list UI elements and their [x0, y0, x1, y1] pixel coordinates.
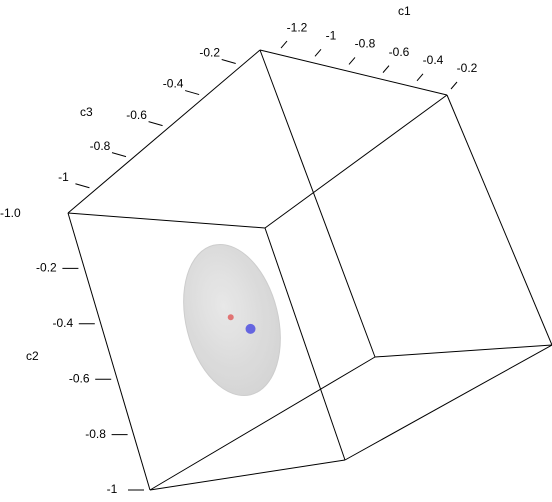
- tick-mark: [348, 57, 356, 65]
- tick-label: -0.2: [457, 61, 478, 75]
- tick-label: -1: [58, 170, 69, 184]
- tick-label: -0.8: [90, 139, 111, 153]
- box-edge: [149, 356, 376, 491]
- tick-label: -0.6: [69, 371, 90, 385]
- tick-label: -0.6: [389, 45, 410, 59]
- tick-mark: [314, 48, 322, 57]
- z-axis-title: c3: [80, 105, 93, 119]
- tick-mark: [75, 183, 90, 189]
- box-edge: [67, 212, 151, 491]
- tick-mark: [280, 40, 288, 49]
- point: [227, 314, 234, 321]
- tick-label: -0.8: [85, 427, 106, 441]
- tick-label: -0.2: [199, 46, 220, 60]
- tick-mark: [185, 90, 200, 96]
- tick-label: -0.4: [163, 77, 184, 91]
- tick-mark: [148, 121, 163, 127]
- box-edge: [446, 94, 552, 346]
- box-edge: [264, 94, 448, 229]
- tick-mark: [416, 73, 424, 82]
- tick-mark: [221, 59, 236, 65]
- box-edge: [259, 49, 448, 96]
- tick-mark: [111, 152, 127, 158]
- box-edge: [67, 49, 261, 214]
- tick-label: -0.6: [126, 108, 147, 122]
- point: [245, 323, 256, 334]
- tick-label: -1: [107, 482, 118, 496]
- box: [67, 49, 552, 491]
- tick-label: -1.2: [287, 20, 308, 34]
- box-edge: [67, 212, 266, 229]
- ellipsoid: [183, 243, 281, 397]
- tick-mark: [382, 65, 390, 73]
- x-axis-title: c1: [398, 4, 411, 18]
- box-edge: [374, 344, 552, 358]
- tick-label: -0.4: [423, 53, 444, 67]
- tick-label: -0.4: [52, 316, 73, 330]
- box-edge: [149, 459, 346, 491]
- y-axis-title: c2: [26, 349, 39, 363]
- tick-label: -0.8: [355, 37, 376, 51]
- tick-label: -1: [326, 28, 337, 42]
- corner-label: -1.0: [0, 206, 21, 220]
- box-edge: [259, 49, 376, 358]
- tick-label: -0.2: [36, 261, 57, 275]
- box-edge: [344, 344, 552, 461]
- box-edge: [264, 227, 346, 461]
- tick-mark: [450, 81, 458, 90]
